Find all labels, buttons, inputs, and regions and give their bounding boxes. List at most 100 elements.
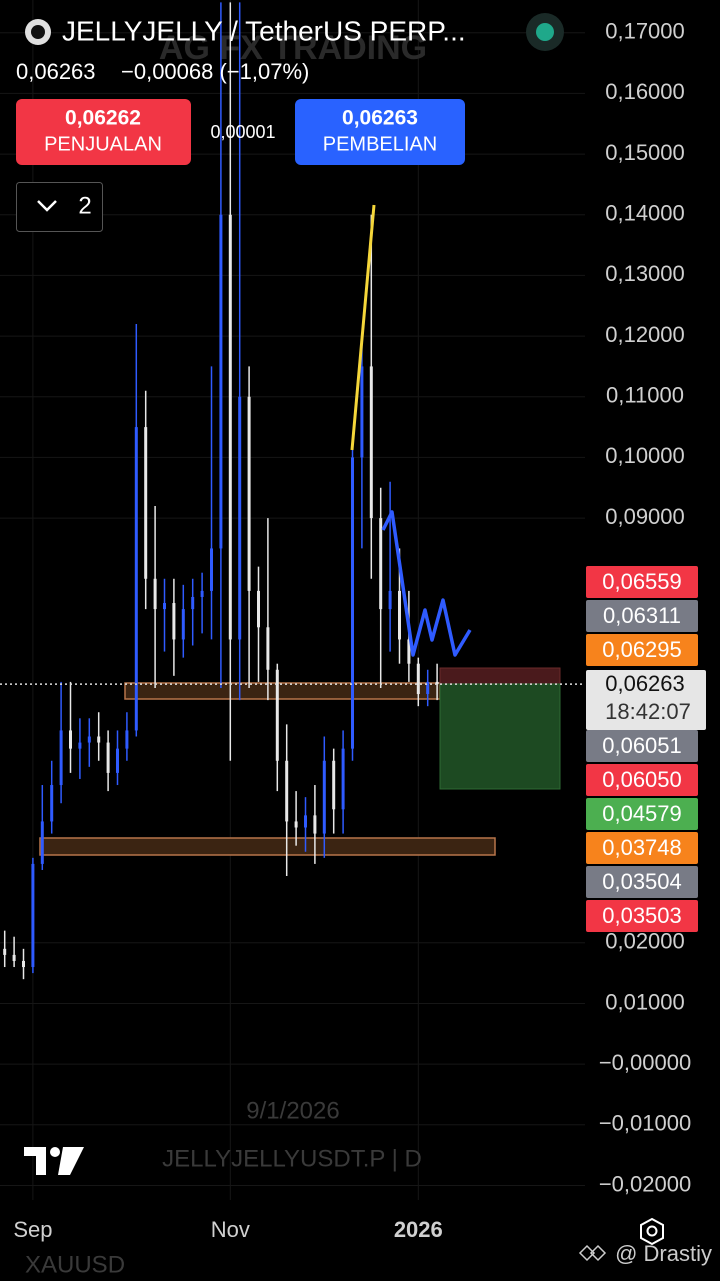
- candle-body: [97, 736, 101, 743]
- y-tick-label: 0,11000: [606, 383, 684, 408]
- candle-body: [351, 457, 354, 749]
- symbol-title[interactable]: JELLYJELLY / TetherUS PERP...: [62, 15, 466, 46]
- candle-body: [31, 863, 35, 968]
- candle-body: [388, 590, 392, 610]
- spread: 0,00001: [210, 122, 275, 142]
- y-tick-label: 0,17000: [605, 19, 685, 44]
- candle-body: [322, 760, 326, 834]
- candle-body: [416, 663, 420, 695]
- candle-body: [379, 518, 383, 610]
- y-tick-label: 0,15000: [605, 140, 685, 165]
- take-profit-box: [439, 683, 561, 790]
- candle-body: [116, 748, 119, 773]
- tradingview-logo: [24, 1147, 84, 1175]
- candle-body: [153, 578, 157, 610]
- x-tick-label: Sep: [13, 1217, 52, 1242]
- y-tick-label: 0,01000: [605, 989, 685, 1014]
- candle-body: [210, 548, 213, 591]
- candle-body: [59, 730, 63, 786]
- price-tag-label: 0,04579: [602, 801, 682, 826]
- candle-body: [398, 590, 401, 640]
- cursor-date: 9/1/2026: [246, 1097, 339, 1124]
- last-price: 0,06263: [16, 59, 96, 84]
- bottom-symbol: XAUUSD: [25, 1251, 125, 1278]
- candle-body: [407, 639, 411, 664]
- price-tag: [586, 764, 698, 796]
- candle-body: [87, 736, 91, 743]
- price-tag: [586, 832, 698, 864]
- settings-icon[interactable]: [640, 1217, 664, 1246]
- trend-line: [350, 204, 376, 451]
- indicator-toggle[interactable]: [16, 182, 103, 232]
- candle-body: [341, 748, 345, 810]
- price-tag-label: 0,06050: [602, 767, 682, 792]
- sell-price: 0,06262: [65, 107, 141, 130]
- candle-body: [369, 366, 373, 519]
- y-tick-label: 0,16000: [605, 79, 685, 104]
- candle-body: [247, 396, 251, 591]
- candle-body: [191, 596, 195, 610]
- candle-body: [228, 214, 232, 640]
- support-zone: [124, 682, 441, 700]
- price-tag-label: 0,06051: [602, 733, 682, 758]
- price-tag: [586, 866, 698, 898]
- candle-body: [313, 815, 317, 834]
- buy-price: 0,06263: [342, 107, 418, 130]
- chevron-icon: [37, 200, 57, 212]
- price-tag-label: 0,06295: [602, 637, 682, 662]
- buy-label: PEMBELIAN: [323, 133, 437, 155]
- candle-body: [275, 669, 279, 761]
- y-tick-label: 0,12000: [605, 322, 685, 347]
- candle-body: [304, 815, 307, 828]
- candle-body: [144, 427, 148, 579]
- candles: [3, 2, 439, 980]
- candle-body: [266, 627, 270, 670]
- price-change: −0,00068 (−1,07%): [121, 59, 309, 84]
- candle-body: [134, 427, 138, 731]
- candle-body: [172, 603, 176, 640]
- candle-body: [294, 821, 298, 828]
- current-price-tag: [586, 670, 706, 730]
- candle-body: [69, 730, 72, 749]
- candle-body: [238, 396, 242, 640]
- candle-body: [40, 821, 44, 864]
- candle-body: [360, 366, 364, 458]
- candle-body: [3, 948, 7, 955]
- y-tick-label: 0,02000: [605, 929, 685, 954]
- candle-body: [12, 954, 16, 961]
- candle-body: [181, 609, 185, 640]
- credit: @ Drastiy: [615, 1241, 712, 1266]
- sell-button[interactable]: [16, 99, 191, 165]
- watermark: AG FX TRADING: [159, 29, 427, 67]
- price-tag-label: 0,03748: [602, 835, 682, 860]
- price-tag: [586, 798, 698, 830]
- price-tag-label: 0,03503: [602, 903, 682, 928]
- candle-body: [435, 681, 439, 685]
- price-tag-label: 0,06559: [602, 569, 682, 594]
- candle-body: [106, 742, 110, 773]
- price-tag: [586, 566, 698, 598]
- y-tick-label: 0,10000: [605, 443, 685, 468]
- y-tick-label: 0,14000: [605, 201, 685, 226]
- y-tick-label: −0,02000: [599, 1171, 691, 1196]
- buy-button[interactable]: [295, 99, 465, 165]
- y-tick-label: 0,09000: [605, 504, 685, 529]
- price-tag: [586, 730, 698, 762]
- candle-body: [219, 214, 223, 549]
- projection-path: [381, 510, 472, 657]
- candle-body: [163, 603, 166, 610]
- price-tag: [586, 600, 698, 632]
- candle-body: [285, 760, 289, 822]
- candle-body: [125, 730, 129, 749]
- credit-icon: [578, 1244, 607, 1262]
- candle-body: [22, 960, 25, 968]
- symbol-logo-inner: [31, 25, 45, 39]
- y-tick-label: −0,00000: [599, 1050, 691, 1075]
- y-tick-label: 0,13000: [605, 261, 685, 286]
- status-dot: [536, 23, 554, 41]
- price-tag-label: 0,03504: [602, 869, 682, 894]
- support-zone: [39, 837, 496, 856]
- settings-icon-inner: [646, 1225, 658, 1237]
- candle-body: [200, 590, 204, 597]
